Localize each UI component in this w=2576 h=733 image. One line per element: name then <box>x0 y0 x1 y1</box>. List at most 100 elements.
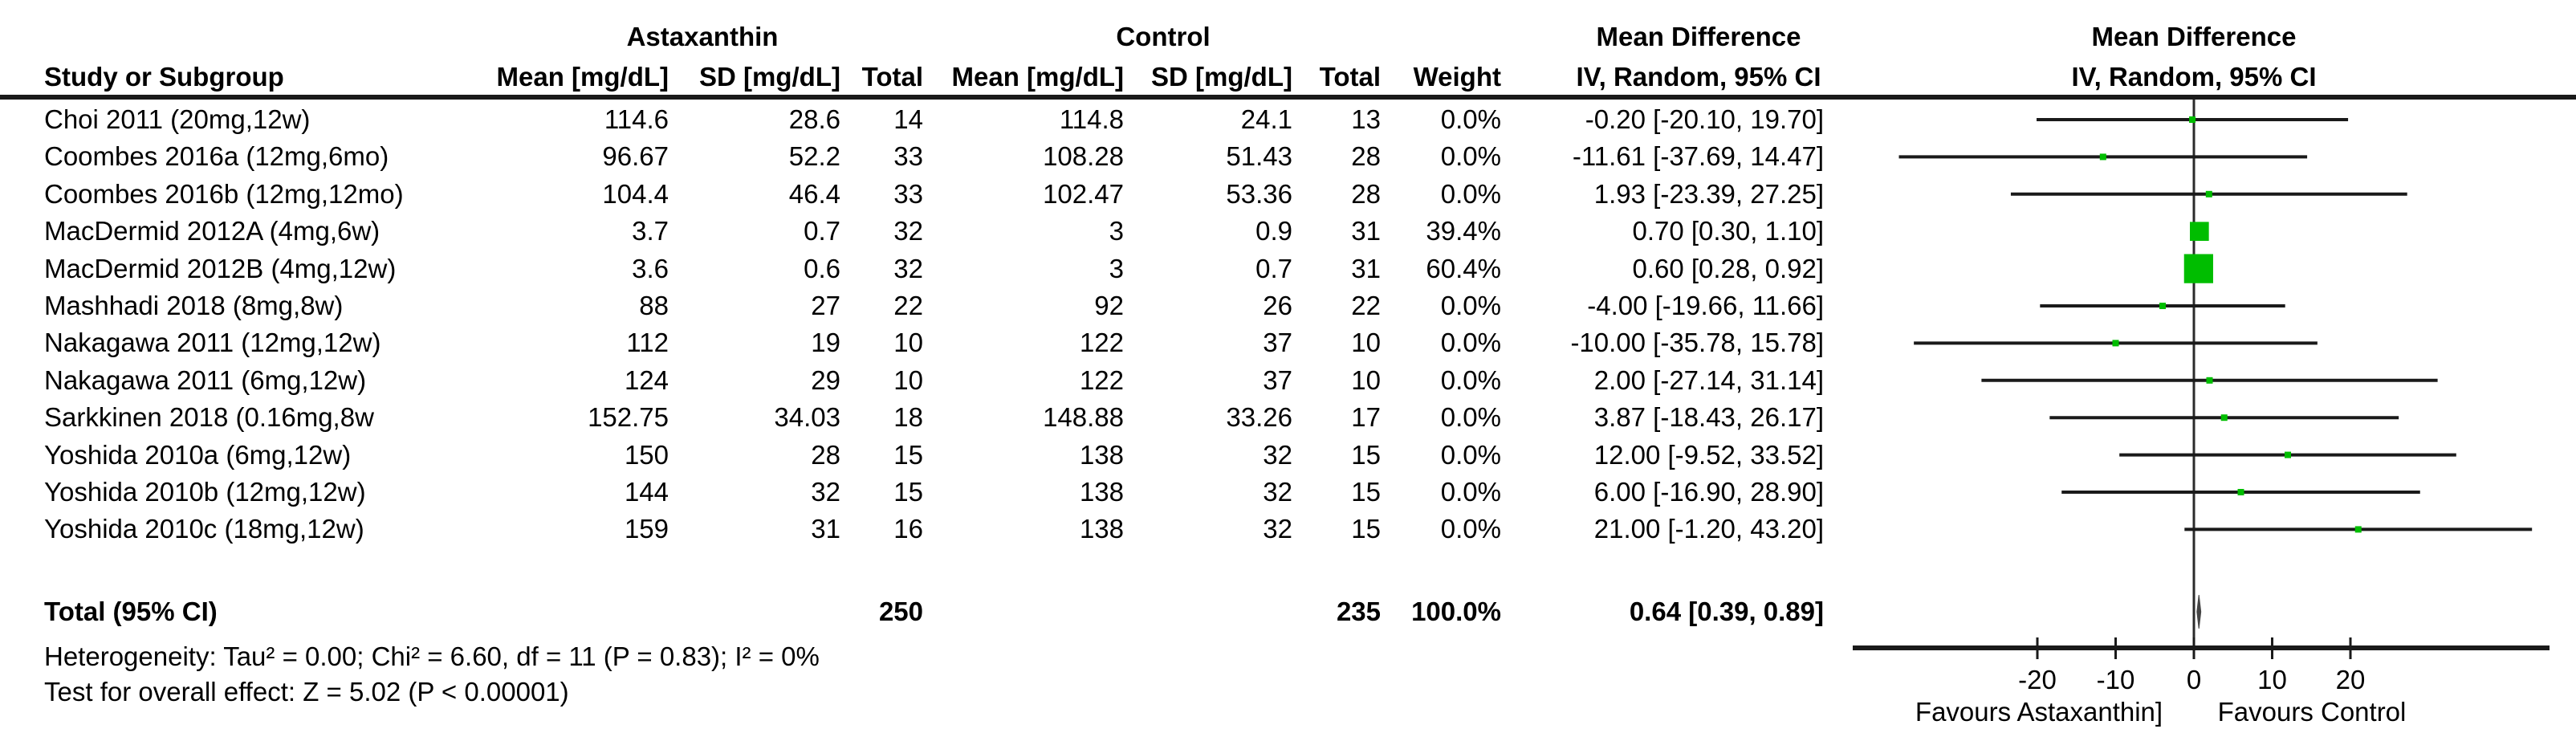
cell-study-row12: Yoshida 2010c (18mg,12w) <box>44 514 364 544</box>
cell-weight-row8: 0.0% <box>1440 364 1501 395</box>
cell-ci-row6: -4.00 [-19.66, 11.66] <box>1587 291 1824 320</box>
cell-n_t-row3: 33 <box>893 178 923 209</box>
column-header-total-treatment: Total <box>861 62 923 92</box>
cell-sd_c-row4: 0.9 <box>1255 216 1292 246</box>
axis-tick-label: 0 <box>2187 665 2201 694</box>
cell-n_c-row11: 15 <box>1351 477 1381 507</box>
cell-weight-row2: 0.0% <box>1440 141 1501 172</box>
cell-weight-row12: 0.0% <box>1440 514 1501 544</box>
favours-right-label: Favours Control <box>2218 697 2407 727</box>
md-plot-title: Mean Difference <box>2091 22 2297 51</box>
cell-weight-row4: 39.4% <box>1426 216 1501 246</box>
cell-n_t-row5: 32 <box>893 253 923 283</box>
cell-ci-row2: -11.61 [-37.69, 14.47] <box>1572 141 1824 172</box>
column-header-study: Study or Subgroup <box>44 62 284 92</box>
cell-n_t-row8: 10 <box>893 364 923 395</box>
effect-square <box>2285 451 2291 458</box>
effect-square <box>2159 303 2166 309</box>
effect-square <box>2205 190 2212 198</box>
cell-sd_c-row9: 33.26 <box>1226 402 1292 433</box>
cell-mean_c-row4: 3 <box>1109 216 1124 246</box>
cell-mean_c-row12: 138 <box>1079 514 1124 544</box>
cell-n_t-row6: 22 <box>893 291 923 320</box>
cell-ci-total: 0.64 [0.39, 0.89] <box>1629 597 1824 626</box>
cell-mean_t-row4: 3.7 <box>632 216 669 246</box>
cell-mean_t-row10: 150 <box>624 439 669 470</box>
cell-mean_c-row1: 114.8 <box>1059 104 1124 134</box>
axis-tick-label: 20 <box>2336 665 2366 694</box>
cell-ci-row11: 6.00 [-16.90, 28.90] <box>1593 477 1824 507</box>
cell-study-row7: Nakagawa 2011 (12mg,12w) <box>44 328 381 358</box>
cell-weight-row11: 0.0% <box>1440 477 1501 507</box>
cell-mean_t-row2: 96.67 <box>602 141 669 172</box>
cell-n_c-row6: 22 <box>1351 291 1381 320</box>
cell-study-row9: Sarkkinen 2018 (0.16mg,8w <box>44 402 374 433</box>
cell-n_c-row7: 10 <box>1351 328 1381 358</box>
cell-mean_c-row2: 108.28 <box>1043 141 1124 172</box>
cell-n_t-row12: 16 <box>893 514 923 544</box>
cell-study-total: Total (95% CI) <box>44 597 218 626</box>
cell-sd_c-row6: 26 <box>1263 291 1292 320</box>
cell-n_c-row12: 15 <box>1351 514 1381 544</box>
cell-mean_t-row3: 104.4 <box>602 178 669 209</box>
cell-weight-row5: 60.4% <box>1426 253 1501 283</box>
column-header-ci-plot: IV, Random, 95% CI <box>2071 62 2317 92</box>
cell-mean_c-row10: 138 <box>1079 439 1124 470</box>
cell-n_t-total: 250 <box>878 597 923 626</box>
cell-weight-row3: 0.0% <box>1440 178 1501 209</box>
column-header-weight: Weight <box>1413 62 1501 92</box>
cell-sd_c-row10: 32 <box>1263 439 1292 470</box>
cell-mean_t-row9: 152.75 <box>588 402 669 433</box>
cell-weight-total: 100.0% <box>1411 597 1501 626</box>
cell-weight-row7: 0.0% <box>1440 328 1501 358</box>
effect-square <box>2354 526 2362 533</box>
cell-ci-row1: -0.20 [-20.10, 19.70] <box>1585 104 1824 134</box>
cell-mean_t-row5: 3.6 <box>632 253 669 283</box>
column-header-sd-control: SD [mg/dL] <box>1151 62 1292 92</box>
effect-square <box>2237 489 2244 495</box>
cell-sd_t-row4: 0.7 <box>804 216 840 246</box>
cell-n_t-row9: 18 <box>893 402 923 433</box>
cell-n_t-row7: 10 <box>893 328 923 358</box>
cell-n_c-row10: 15 <box>1351 439 1381 470</box>
cell-mean_t-row1: 114.6 <box>604 104 669 134</box>
cell-n_c-total: 235 <box>1336 597 1381 626</box>
cell-sd_c-row8: 37 <box>1263 364 1292 395</box>
effect-square <box>2183 254 2213 283</box>
cell-sd_t-row3: 46.4 <box>788 178 840 209</box>
cell-sd_t-row5: 0.6 <box>804 253 840 283</box>
cell-weight-row1: 0.0% <box>1440 104 1501 134</box>
cell-weight-row6: 0.0% <box>1440 291 1501 320</box>
overall-effect-note: Test for overall effect: Z = 5.02 (P < 0… <box>44 677 569 707</box>
axis-tick-label: -10 <box>2097 665 2135 694</box>
cell-study-row6: Mashhadi 2018 (8mg,8w) <box>44 291 344 320</box>
group-header-control: Control <box>1116 22 1211 51</box>
cell-ci-row3: 1.93 [-23.39, 27.25] <box>1593 178 1824 209</box>
cell-sd_t-row2: 52.2 <box>788 141 840 172</box>
cell-sd_c-row2: 51.43 <box>1226 141 1292 172</box>
column-header-ci-text: IV, Random, 95% CI <box>1576 62 1821 92</box>
cell-sd_t-row9: 34.03 <box>774 402 840 433</box>
favours-left-label: Favours Astaxanthin] <box>1915 697 2163 727</box>
cell-mean_t-row6: 88 <box>639 291 669 320</box>
cell-mean_c-row11: 138 <box>1079 477 1124 507</box>
cell-sd_c-row12: 32 <box>1263 514 1292 544</box>
total-diamond <box>2196 594 2202 629</box>
cell-study-row8: Nakagawa 2011 (6mg,12w) <box>44 364 367 395</box>
cell-n_t-row11: 15 <box>893 477 923 507</box>
cell-n_c-row9: 17 <box>1351 402 1381 433</box>
md-column-title: Mean Difference <box>1596 22 1801 51</box>
cell-n_c-row2: 28 <box>1351 141 1381 172</box>
cell-mean_t-row11: 144 <box>624 477 669 507</box>
cell-n_c-row8: 10 <box>1351 364 1381 395</box>
heterogeneity-note: Heterogeneity: Tau² = 0.00; Chi² = 6.60,… <box>44 641 820 671</box>
cell-n_c-row3: 28 <box>1351 178 1381 209</box>
column-header-mean-treatment: Mean [mg/dL] <box>496 62 669 92</box>
cell-study-row11: Yoshida 2010b (12mg,12w) <box>44 477 366 507</box>
cell-mean_t-row7: 112 <box>626 328 669 358</box>
cell-sd_t-row1: 28.6 <box>788 104 840 134</box>
cell-sd_t-row7: 19 <box>811 328 840 358</box>
cell-study-row1: Choi 2011 (20mg,12w) <box>44 104 311 134</box>
cell-mean_c-row9: 148.88 <box>1043 402 1124 433</box>
cell-n_c-row4: 31 <box>1351 216 1381 246</box>
